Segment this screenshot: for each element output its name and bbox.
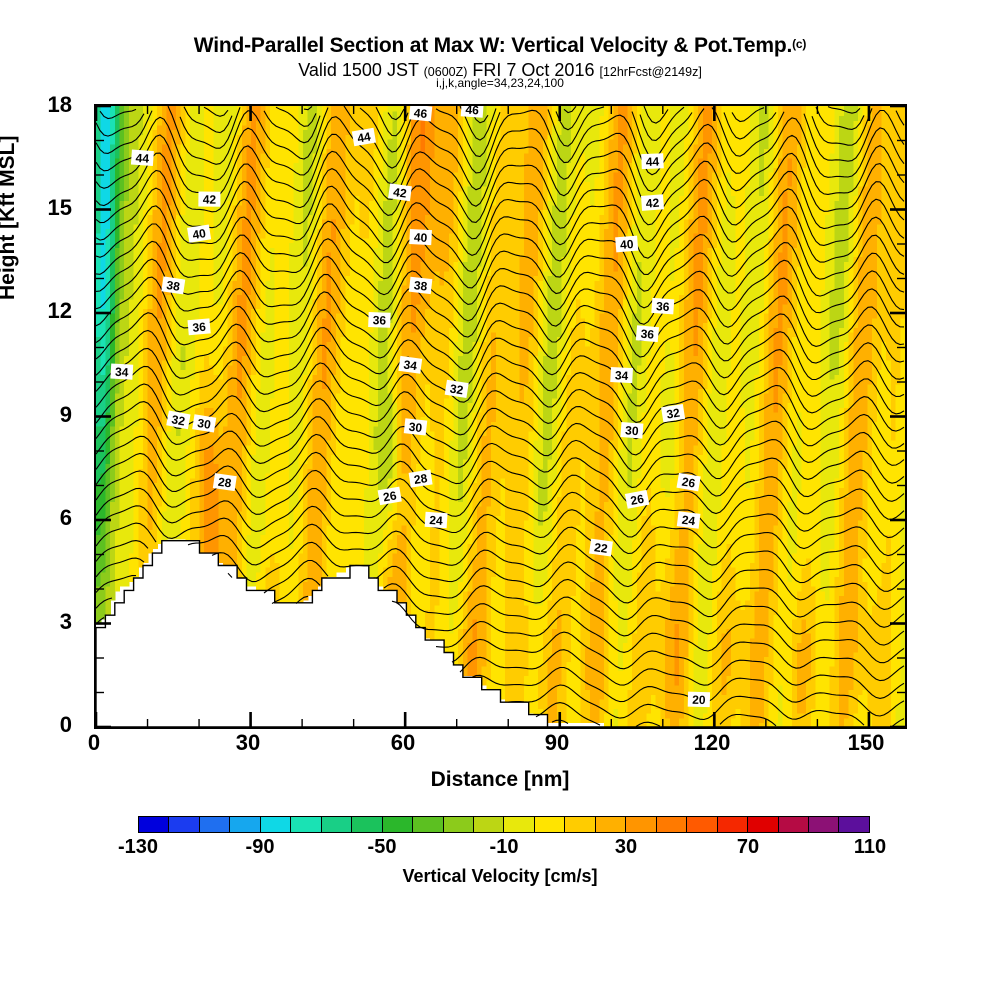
colorbar-swatch [383,817,413,832]
cross-section-plot[interactable]: 44 42 40 38 36 34 32 30 28 44 46 46 42 40 38 36 34 32 30 28… [94,104,907,729]
contour-label: 44 [131,150,154,166]
colorbar-tick--130: -130 [93,836,183,859]
contour-label: 34 [610,367,633,383]
contour-label: 20 [688,692,710,708]
colorbar-swatch [504,817,534,832]
colorbar-swatch [657,817,687,832]
colorbar-swatch [474,817,504,832]
colorbar-swatch [139,817,169,832]
colorbar-tick--50: -50 [337,836,427,859]
contour-label: 44 [641,153,664,169]
page-title: Wind-Parallel Section at Max W: Vertical… [0,34,1000,58]
colorbar-swatch [322,817,352,832]
contour-label: 40 [615,236,638,253]
title-text: Wind-Parallel Section at Max W: Vertical… [194,34,792,57]
colorbar-swatch [809,817,839,832]
contour-label: 42 [198,192,220,207]
contour-label: 42 [388,183,412,201]
x-tick-60: 60 [363,730,443,756]
colorbar-swatch [596,817,626,832]
contour-label: 36 [187,318,210,335]
contour-label: 42 [641,194,664,211]
y-tick-12: 12 [12,298,72,324]
chart-page: Wind-Parallel Section at Max W: Vertical… [0,0,1000,1000]
contour-label: 36 [636,325,659,342]
colorbar[interactable] [138,816,870,833]
colorbar-swatch [261,817,291,832]
colorbar-swatch [718,817,748,832]
y-tick-6: 6 [12,505,72,531]
colorbar-swatch [748,817,778,832]
colorbar-swatch [779,817,809,832]
colorbar-swatch [200,817,230,832]
contour-label: 30 [404,418,428,435]
subtitle-params: i,j,k,angle=34,23,24,100 [0,76,1000,90]
colorbar-swatch [444,817,474,832]
copyright-mark: (c) [792,37,806,51]
contour-label: 46 [461,106,484,118]
y-tick-3: 3 [12,609,72,635]
colorbar-swatch [565,817,595,832]
contour-label: 38 [161,276,185,294]
contour-label: 34 [398,356,422,374]
x-tick-30: 30 [208,730,288,756]
colorbar-swatch [352,817,382,832]
colorbar-swatch [169,817,199,832]
x-tick-150: 150 [826,730,906,756]
contour-label: 30 [620,422,643,439]
contour-label: 22 [589,539,613,557]
colorbar-swatch [291,817,321,832]
colorbar-swatch [687,817,717,832]
contour-label: 40 [409,229,432,245]
colorbar-tick--90: -90 [215,836,305,859]
contour-label: 36 [368,312,391,328]
x-tick-0: 0 [54,730,134,756]
y-tick-18: 18 [12,92,72,118]
contour-label: 38 [409,277,433,294]
colorbar-swatch [839,817,868,832]
colorbar-tick-70: 70 [703,836,793,859]
colorbar-swatch [535,817,565,832]
contour-label: 36 [651,298,674,314]
contour-label: 24 [425,512,448,528]
colorbar-tick-110: 110 [825,836,915,859]
contour-label: 34 [110,363,133,379]
x-tick-90: 90 [517,730,597,756]
y-tick-9: 9 [12,402,72,428]
colorbar-swatch [626,817,656,832]
contour-label: 24 [677,511,701,529]
x-tick-120: 120 [672,730,752,756]
colorbar-tick--10: -10 [459,836,549,859]
colorbar-tick-30: 30 [581,836,671,859]
colorbar-swatch [413,817,443,832]
colorbar-swatch [230,817,260,832]
contour-label: 46 [409,106,432,121]
colorbar-title: Vertical Velocity [cm/s] [0,866,1000,887]
x-axis-label: Distance [nm] [0,768,1000,792]
contour-label: 28 [213,473,237,491]
y-tick-15: 15 [12,195,72,221]
